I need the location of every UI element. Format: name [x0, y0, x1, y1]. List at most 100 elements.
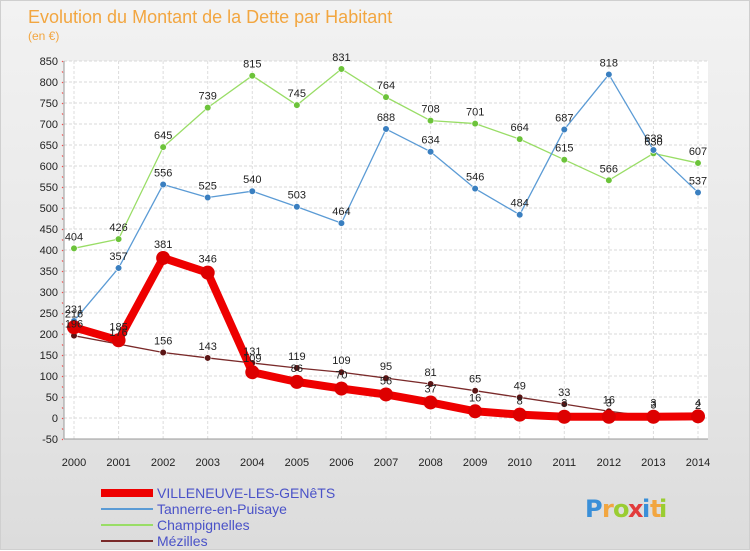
data-label-s1-5: 503 [288, 190, 306, 202]
data-label-s2-11: 615 [555, 143, 573, 155]
data-label-s1-0: 231 [65, 304, 83, 316]
axis-minor-mark [61, 375, 64, 378]
axis-minor-mark [61, 239, 64, 241]
data-label-s1-8: 634 [421, 135, 439, 147]
series [67, 65, 705, 424]
data-label-s3-8: 81 [424, 367, 436, 379]
point-s0-13 [646, 409, 661, 424]
point-s0-14 [691, 409, 705, 424]
point-s0-8 [423, 395, 438, 410]
point-s3-6 [337, 368, 346, 376]
data-label-s2-13: 630 [644, 136, 662, 148]
axis-minor-mark [61, 113, 64, 115]
x-tick-label-5: 2005 [285, 457, 309, 469]
y-tick-label-11: 500 [40, 203, 58, 215]
data-label-s1-1: 357 [109, 251, 127, 263]
y-tick-label-14: 650 [40, 140, 58, 152]
point-s1-11 [560, 125, 568, 134]
data-label-s3-13: 3 [650, 400, 656, 412]
axis-minor-mark [61, 344, 64, 346]
brand-letter-4: i [642, 495, 650, 523]
point-s0-1 [111, 333, 126, 348]
point-s0-9 [468, 404, 483, 419]
point-s3-2 [159, 348, 167, 357]
point-s2-5 [293, 101, 301, 109]
data-label-s1-3: 525 [199, 181, 217, 193]
axis-minor-mark [61, 333, 64, 336]
legend-label-2: Champignelles [157, 517, 250, 533]
x-tick-label-6: 2006 [329, 457, 353, 469]
data-label-s0-1: 185 [109, 321, 127, 333]
point-s1-6 [337, 219, 346, 227]
data-label-s2-14: 607 [689, 146, 707, 158]
data-label-s3-2: 156 [154, 335, 172, 347]
axis-minor-mark [61, 428, 64, 430]
data-label-s3-10: 49 [514, 380, 526, 392]
legend-label-3: Mézilles [157, 533, 208, 549]
point-s1-8 [426, 148, 435, 156]
point-s2-2 [159, 143, 167, 151]
y-tick-label-3: 100 [40, 371, 58, 383]
point-s3-3 [204, 354, 212, 362]
data-label-s3-4: 131 [243, 346, 261, 358]
data-label-s1-14: 537 [689, 175, 707, 187]
axis-minor-mark [61, 281, 64, 283]
x-tick-label-4: 2004 [240, 457, 264, 469]
data-label-s0-7: 56 [380, 375, 392, 387]
point-s2-10 [516, 135, 524, 143]
data-label-s1-11: 687 [555, 112, 573, 124]
axis-minor-mark [61, 207, 64, 210]
point-s3-11 [560, 400, 568, 408]
axis-minor-mark [61, 186, 64, 189]
point-s1-5 [293, 203, 301, 211]
y-tick-label-16: 750 [40, 98, 58, 110]
x-tick-label-3: 2003 [195, 457, 219, 469]
axis-minor-mark [61, 218, 64, 220]
brand-letter-1: r [602, 495, 614, 523]
data-label-s2-8: 708 [421, 104, 439, 116]
y-tick-label-7: 300 [40, 287, 58, 299]
point-s2-9 [471, 119, 479, 128]
data-label-s2-9: 701 [466, 107, 484, 119]
y-tick-label-6: 250 [40, 308, 58, 320]
data-label-s0-12: 3 [606, 398, 612, 410]
x-tick-label-9: 2009 [463, 457, 487, 469]
point-s0-2 [156, 250, 171, 265]
point-s0-11 [557, 409, 572, 424]
data-label-s3-12: 16 [603, 394, 615, 406]
axis-minor-mark [61, 144, 64, 147]
x-tick-label-12: 2012 [597, 457, 621, 469]
data-label-s1-4: 540 [243, 174, 261, 186]
chart-subtitle: (en €) [28, 29, 59, 43]
data-label-s3-1: 176 [109, 327, 127, 339]
point-s1-7 [382, 125, 390, 133]
point-s0-7 [379, 387, 393, 402]
chart-title: Evolution du Montant de la Dette par Hab… [28, 7, 392, 27]
axis-minor-mark [61, 386, 64, 388]
data-label-s3-6: 109 [332, 355, 350, 367]
axis-minor-mark [61, 165, 64, 168]
data-label-s3-9: 65 [469, 374, 481, 386]
x-tick-label-14: 2014 [686, 457, 710, 469]
point-s2-11 [560, 156, 568, 164]
data-label-s3-7: 95 [380, 361, 392, 373]
data-label-s3-14: 2 [695, 400, 701, 412]
data-label-s2-10: 664 [511, 122, 529, 134]
point-s0-12 [601, 409, 616, 424]
legend-label-0: VILLENEUVE-LES-GENêTS [157, 485, 335, 501]
axis-minor-mark [61, 417, 64, 420]
point-s2-3 [204, 104, 212, 112]
x-tick-label-11: 2011 [552, 457, 576, 469]
data-label-s2-4: 815 [243, 59, 261, 71]
legend: VILLENEUVE-LES-GENêTSTannerre-en-Puisaye… [101, 485, 335, 549]
data-label-s1-13: 638 [644, 133, 662, 145]
axis-minor-mark [61, 176, 64, 178]
point-s0-3 [200, 265, 215, 280]
point-s1-13 [649, 146, 658, 154]
y-tick-label-0: -50 [42, 434, 58, 446]
axis-minor-mark [61, 312, 64, 315]
x-tick-label-1: 2001 [106, 457, 130, 469]
data-label-s2-12: 566 [600, 163, 618, 175]
axis-minor-mark [61, 270, 64, 273]
